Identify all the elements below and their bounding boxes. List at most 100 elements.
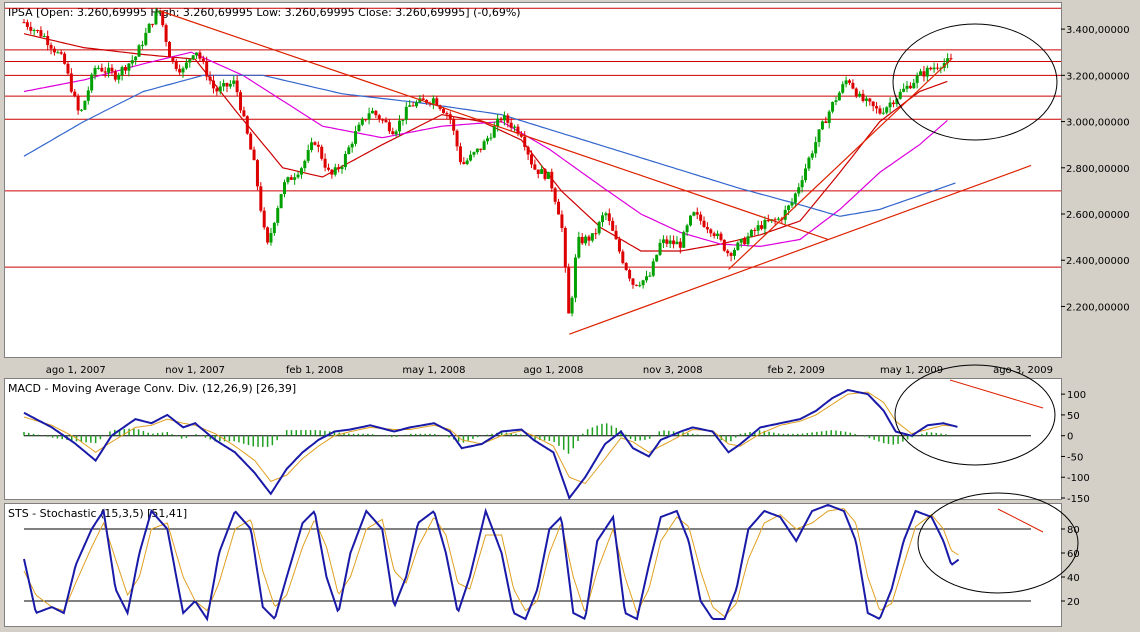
moving-average-1 xyxy=(23,51,948,248)
candle-body xyxy=(178,68,182,73)
candle-body xyxy=(469,154,473,161)
candle-body xyxy=(245,116,249,134)
candle-body xyxy=(421,98,425,100)
candle-body xyxy=(661,239,665,243)
candle-body xyxy=(868,98,872,102)
candle-body xyxy=(827,111,831,124)
candle-body xyxy=(502,115,506,121)
candle-body xyxy=(130,60,134,64)
candle-body xyxy=(844,80,848,85)
candle-body xyxy=(763,219,767,229)
candle-body xyxy=(824,121,828,124)
candle-body xyxy=(482,141,486,150)
candle-body xyxy=(107,67,111,73)
candle-body xyxy=(188,59,192,63)
candle-body xyxy=(648,275,652,277)
candle-body xyxy=(807,157,811,169)
candle-body xyxy=(296,174,300,178)
candle-body xyxy=(858,93,862,97)
candle-body xyxy=(46,35,50,46)
candle-body xyxy=(891,102,895,105)
candle-body xyxy=(709,229,713,234)
candle-body xyxy=(797,187,801,194)
candle-body xyxy=(668,240,672,244)
candle-body xyxy=(323,158,327,168)
candle-body xyxy=(394,131,398,135)
stochastic-series-k xyxy=(23,503,960,622)
candle-body xyxy=(29,26,33,31)
candle-body xyxy=(580,236,584,244)
candle-body xyxy=(164,25,168,42)
candle-body xyxy=(590,233,594,241)
candle-body xyxy=(357,124,361,132)
candle-body xyxy=(624,263,628,271)
candle-body xyxy=(208,76,212,81)
candle-body xyxy=(411,105,415,107)
candle-body xyxy=(387,122,391,132)
candle-body xyxy=(584,236,588,244)
candle-body xyxy=(563,227,567,268)
candle-body xyxy=(235,80,239,93)
x-tick-label: ago 3, 2009 xyxy=(993,365,1053,376)
annotation-ellipse-macd xyxy=(894,364,1056,466)
candle-body xyxy=(929,67,933,70)
candle-body xyxy=(66,63,70,74)
candle-body xyxy=(902,88,906,92)
candle-body xyxy=(249,133,253,150)
macd-series-macd xyxy=(23,388,958,501)
candle-body xyxy=(96,67,100,69)
x-tick-label: ago 1, 2007 xyxy=(46,365,106,376)
candle-body xyxy=(398,120,402,132)
candle-body xyxy=(266,227,270,243)
candle-body xyxy=(465,160,469,164)
candle-body xyxy=(276,208,280,223)
candle-body xyxy=(864,98,868,101)
candle-body xyxy=(181,68,185,73)
candle-body xyxy=(167,41,171,58)
stochastic-y-tick-label: 20 xyxy=(1067,597,1080,608)
candle-body xyxy=(641,280,645,286)
candle-body xyxy=(52,48,56,53)
candle-body xyxy=(831,101,835,112)
candle-body xyxy=(458,146,462,163)
candle-body xyxy=(692,212,696,216)
candle-body xyxy=(553,188,557,202)
candle-body xyxy=(489,137,493,139)
macd-divergence-line xyxy=(949,379,1044,409)
candle-body xyxy=(523,136,527,147)
candle-body xyxy=(279,194,283,209)
macd-y-tick-label: 100 xyxy=(1067,390,1086,401)
candle-body xyxy=(898,91,902,99)
y-tick-label: 3.200,00000 xyxy=(1066,71,1130,82)
trend-line-0 xyxy=(159,10,829,241)
candle-body xyxy=(174,61,178,69)
candle-body xyxy=(783,209,787,220)
candle-body xyxy=(509,122,513,128)
y-tick-label: 3.000,00000 xyxy=(1066,118,1130,129)
candle-body xyxy=(682,232,686,248)
candle-body xyxy=(225,83,229,87)
y-tick-label: 3.400,00000 xyxy=(1066,25,1130,36)
candle-body xyxy=(431,98,435,104)
candle-body xyxy=(949,58,953,60)
candle-body xyxy=(211,80,215,89)
candle-body xyxy=(935,67,939,69)
candle-body xyxy=(76,96,80,111)
candle-body xyxy=(932,67,936,70)
candle-body xyxy=(905,85,909,89)
macd-series-signal xyxy=(23,391,958,485)
candle-body xyxy=(634,284,638,286)
candle-body xyxy=(861,93,865,101)
candle-body xyxy=(377,115,381,120)
candle-body xyxy=(127,63,131,71)
candle-body xyxy=(617,239,621,252)
candle-body xyxy=(269,233,273,243)
candle-body xyxy=(32,30,36,32)
x-tick-label: may 1, 2008 xyxy=(402,365,465,376)
candle-body xyxy=(614,230,618,240)
trend-line-2 xyxy=(728,58,952,270)
candle-body xyxy=(228,83,232,87)
macd-y-tick-label: -50 xyxy=(1067,452,1083,463)
candle-body xyxy=(360,119,364,125)
candle-body xyxy=(655,254,659,262)
